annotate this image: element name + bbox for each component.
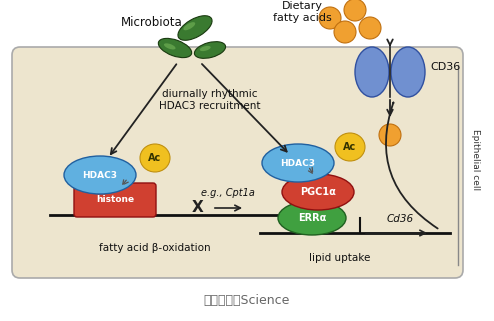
- Ellipse shape: [183, 22, 195, 30]
- Text: HDAC3: HDAC3: [82, 170, 118, 179]
- Ellipse shape: [282, 174, 354, 210]
- Circle shape: [379, 124, 401, 146]
- FancyArrowPatch shape: [386, 102, 438, 229]
- Ellipse shape: [335, 133, 365, 161]
- Circle shape: [344, 0, 366, 21]
- Text: fatty acid β-oxidation: fatty acid β-oxidation: [99, 243, 211, 253]
- Text: 图片来源：Science: 图片来源：Science: [204, 293, 290, 307]
- Text: Ac: Ac: [148, 153, 162, 163]
- Ellipse shape: [64, 156, 136, 194]
- Text: Epithelial cell: Epithelial cell: [470, 129, 480, 191]
- Circle shape: [319, 7, 341, 29]
- Ellipse shape: [391, 47, 425, 97]
- Text: Microbiota: Microbiota: [121, 15, 183, 29]
- Circle shape: [334, 21, 356, 43]
- FancyBboxPatch shape: [12, 47, 463, 278]
- Ellipse shape: [195, 42, 226, 58]
- Circle shape: [359, 17, 381, 39]
- Text: Ac: Ac: [343, 142, 357, 152]
- Text: histone: histone: [96, 195, 134, 204]
- Text: Cd36: Cd36: [386, 214, 413, 224]
- Text: HDAC3: HDAC3: [281, 159, 316, 168]
- Text: Dietary
fatty acids: Dietary fatty acids: [273, 1, 331, 23]
- Text: lipid uptake: lipid uptake: [309, 253, 370, 263]
- Ellipse shape: [178, 16, 212, 40]
- Text: CD36: CD36: [430, 62, 460, 72]
- Ellipse shape: [164, 43, 175, 49]
- Ellipse shape: [200, 46, 210, 51]
- Text: e.g., Cpt1a: e.g., Cpt1a: [201, 188, 255, 198]
- Text: X: X: [192, 201, 204, 215]
- Ellipse shape: [278, 201, 346, 235]
- Ellipse shape: [159, 39, 192, 57]
- Text: ERRα: ERRα: [298, 213, 326, 223]
- Text: PGC1α: PGC1α: [300, 187, 336, 197]
- Ellipse shape: [140, 144, 170, 172]
- Text: diurnally rhythmic
HDAC3 recruitment: diurnally rhythmic HDAC3 recruitment: [159, 89, 261, 111]
- FancyBboxPatch shape: [74, 183, 156, 217]
- Ellipse shape: [262, 144, 334, 182]
- Ellipse shape: [355, 47, 389, 97]
